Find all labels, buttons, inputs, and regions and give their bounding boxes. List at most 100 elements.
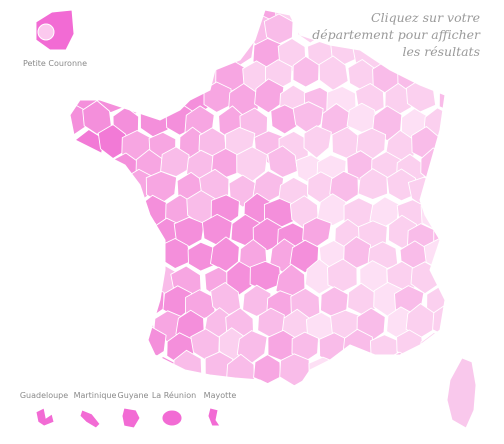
departement[interactable] (96, 0, 129, 27)
corse[interactable] (446, 357, 477, 429)
departement[interactable] (108, 13, 140, 49)
departement[interactable] (139, 102, 169, 138)
departement[interactable] (188, 11, 219, 44)
departement[interactable] (47, 174, 75, 207)
departement[interactable] (279, 353, 310, 387)
departement[interactable] (463, 307, 493, 341)
departement[interactable] (149, 40, 179, 74)
departement[interactable] (177, 0, 208, 24)
departement[interactable] (109, 243, 140, 274)
departement[interactable] (48, 311, 75, 343)
departement[interactable] (81, 191, 112, 226)
departement[interactable] (199, 0, 230, 22)
departement[interactable] (384, 351, 414, 386)
departement[interactable] (332, 356, 361, 389)
departement[interactable] (474, 148, 502, 179)
departement[interactable] (471, 289, 500, 324)
departement[interactable] (160, 146, 190, 178)
departement[interactable] (408, 356, 439, 390)
departement[interactable] (425, 59, 456, 90)
departement[interactable] (289, 239, 320, 274)
departement[interactable] (332, 0, 362, 21)
departement[interactable] (135, 10, 166, 45)
departement[interactable] (300, 0, 331, 22)
guadeloupe[interactable] (35, 407, 55, 427)
departement[interactable] (69, 213, 97, 251)
mayotte[interactable] (207, 407, 221, 427)
departement[interactable] (98, 176, 129, 208)
departement[interactable] (473, 194, 503, 226)
departement[interactable] (386, 168, 417, 202)
departement[interactable] (451, 241, 480, 272)
departement[interactable] (58, 286, 88, 321)
departement[interactable] (252, 217, 283, 252)
departement[interactable] (150, 0, 180, 23)
departement[interactable] (133, 240, 163, 274)
guyane[interactable] (121, 407, 141, 429)
departement[interactable] (476, 334, 504, 367)
departement[interactable] (418, 331, 449, 368)
departement[interactable] (160, 61, 191, 94)
departement[interactable] (75, 305, 106, 339)
departement[interactable] (308, 356, 338, 390)
departement[interactable] (124, 261, 155, 295)
departement[interactable] (452, 149, 482, 181)
departement[interactable] (228, 0, 257, 24)
departement[interactable] (432, 302, 461, 338)
departement[interactable] (437, 124, 467, 158)
departement[interactable] (95, 37, 123, 71)
departement[interactable] (149, 80, 180, 116)
departement[interactable] (180, 38, 209, 72)
departement[interactable] (242, 284, 272, 317)
departement[interactable] (225, 34, 255, 67)
departement[interactable] (50, 220, 78, 252)
departement[interactable] (473, 110, 502, 140)
departement[interactable] (81, 15, 112, 52)
departement[interactable] (69, 352, 99, 389)
departement[interactable] (354, 354, 384, 390)
departement[interactable] (82, 59, 110, 92)
departement[interactable] (462, 267, 491, 299)
departement[interactable] (437, 262, 467, 298)
departement[interactable] (58, 333, 89, 365)
la-reunion[interactable] (161, 409, 183, 427)
departement[interactable] (86, 238, 117, 274)
departement[interactable] (110, 328, 141, 363)
departement[interactable] (106, 284, 137, 321)
departement[interactable] (451, 57, 481, 90)
martinique[interactable] (79, 409, 101, 429)
departement[interactable] (451, 197, 481, 231)
departement[interactable] (47, 127, 76, 161)
departement[interactable] (132, 56, 164, 92)
departement[interactable] (196, 35, 227, 68)
departement[interactable] (100, 217, 132, 252)
departement[interactable] (45, 266, 75, 300)
departement[interactable] (465, 83, 491, 117)
departement[interactable] (357, 168, 389, 200)
departement[interactable] (71, 173, 102, 205)
departement[interactable] (123, 39, 155, 72)
departement[interactable] (57, 240, 86, 273)
departement[interactable] (99, 348, 129, 382)
departement[interactable] (102, 309, 132, 345)
departement[interactable] (71, 265, 102, 299)
departement[interactable] (60, 150, 91, 185)
departement[interactable] (41, 352, 72, 389)
departement[interactable] (42, 81, 73, 114)
departement[interactable] (212, 11, 243, 46)
departement[interactable] (316, 193, 349, 227)
departement[interactable] (452, 109, 481, 138)
departement[interactable] (55, 189, 84, 223)
departement[interactable] (438, 83, 469, 114)
departement[interactable] (81, 331, 110, 367)
departement[interactable] (85, 285, 115, 321)
departement[interactable] (160, 16, 190, 50)
departement[interactable] (124, 353, 154, 387)
departement[interactable] (346, 102, 378, 133)
departement[interactable] (119, 0, 151, 24)
departement[interactable] (479, 16, 504, 46)
departement[interactable] (457, 128, 487, 159)
departement[interactable] (254, 78, 285, 114)
departement[interactable] (148, 356, 179, 387)
departement[interactable] (111, 198, 141, 233)
